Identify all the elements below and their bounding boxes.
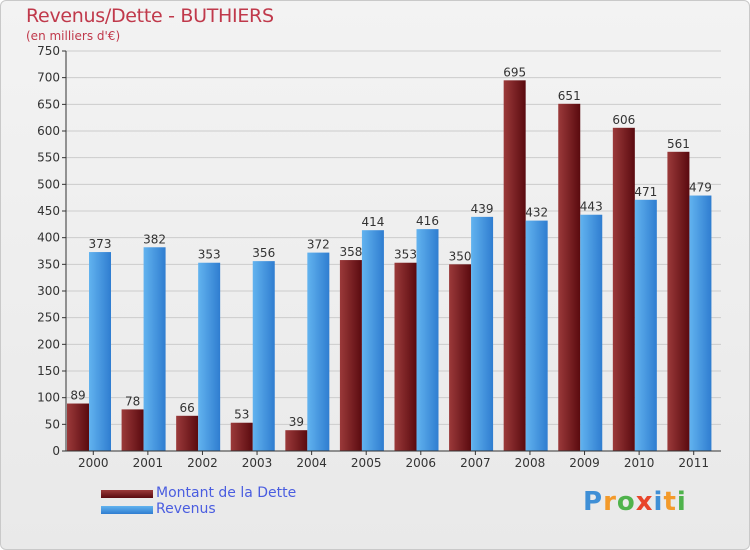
y-tick-label: 550: [37, 151, 60, 165]
data-label-debt-2009: 651: [558, 89, 581, 103]
data-label-revenue-2005: 414: [361, 215, 384, 229]
legend-label-revenue: Revenus: [156, 501, 216, 517]
y-tick-label: 150: [37, 364, 60, 378]
chart-title: Revenus/Dette - BUTHIERS: [26, 5, 274, 27]
bar-debt-2004: [285, 430, 308, 451]
y-tick-label: 350: [37, 257, 60, 271]
data-label-debt-2011: 561: [667, 137, 690, 151]
bar-debt-2009: [558, 103, 581, 452]
data-label-debt-2006: 353: [394, 248, 417, 262]
bar-revenue-2011: [689, 195, 712, 451]
data-label-revenue-2001: 382: [143, 232, 166, 246]
bar-debt-2000: [67, 403, 89, 451]
x-tick-label-2007: 2007: [460, 456, 491, 470]
y-tick-label: 700: [37, 71, 60, 85]
y-tick-label: 450: [37, 204, 60, 218]
y-tick-label: 300: [37, 284, 60, 298]
y-tick-label: 500: [37, 177, 60, 191]
data-label-revenue-2002: 353: [198, 248, 221, 262]
y-tick-label: 200: [37, 337, 60, 351]
bar-debt-2003: [230, 422, 253, 451]
legend-swatch-debt: [101, 490, 153, 498]
y-tick-label: 250: [37, 311, 60, 325]
logo-letter: r: [603, 487, 617, 517]
x-tick-label-2010: 2010: [624, 456, 655, 470]
y-tick-label: 0: [52, 444, 60, 458]
chart-subtitle: (en milliers d'€): [26, 29, 121, 43]
bar-debt-2011: [667, 151, 690, 452]
bar-revenue-2000: [89, 252, 111, 451]
data-label-revenue-2011: 479: [689, 181, 712, 195]
data-label-debt-2001: 78: [125, 394, 140, 408]
data-label-debt-2008: 695: [503, 65, 526, 79]
y-tick-label: 100: [37, 391, 60, 405]
data-label-debt-2002: 66: [180, 401, 195, 415]
x-tick-label-2006: 2006: [406, 456, 437, 470]
data-label-debt-2004: 39: [289, 415, 304, 429]
x-tick-label-2004: 2004: [296, 456, 327, 470]
x-tick-label-2011: 2011: [678, 456, 709, 470]
y-axis-ticks: 0 50 100 150 200 250 300 350 400 450 500 550 600 650 7…: [37, 44, 66, 458]
bar-revenue-2004: [307, 252, 330, 451]
data-label-debt-2010: 606: [612, 113, 635, 127]
y-tick-label: 750: [37, 44, 60, 58]
data-label-revenue-2003: 356: [252, 246, 275, 260]
logo-letter: P: [583, 487, 604, 517]
data-label-debt-2005: 358: [339, 245, 362, 259]
data-label-revenue-2007: 439: [471, 202, 494, 216]
x-tick-label-2005: 2005: [351, 456, 382, 470]
bar-revenue-2005: [361, 230, 384, 451]
bar-revenue-2009: [580, 214, 603, 451]
bar-revenue-2010: [634, 199, 657, 451]
y-tick-label: 50: [45, 417, 60, 431]
bar-debt-2007: [449, 264, 472, 451]
data-labels: 89 373 78 382 66 353 53 356 39 372 358 414 353 416 350…: [70, 65, 712, 429]
data-label-debt-2003: 53: [234, 408, 249, 422]
data-label-revenue-2004: 372: [307, 238, 330, 252]
y-tick-label: 650: [37, 97, 60, 111]
data-label-revenue-2006: 416: [416, 214, 439, 228]
bar-debt-2001: [121, 409, 144, 451]
logo-letter: t: [663, 487, 677, 517]
bar-debt-2010: [612, 127, 635, 452]
bar-revenue-2001: [143, 247, 166, 451]
bar-debt-2006: [394, 262, 417, 451]
legend-swatch-revenue: [101, 506, 153, 514]
grid-lines: [66, 50, 721, 452]
x-axis-ticks: 2000 2001 2002 2003 2004 2005 2006 2007 2008 2009…: [78, 451, 709, 470]
bar-debt-2005: [339, 260, 362, 451]
data-label-debt-2000: 89: [70, 389, 85, 403]
y-tick-label: 400: [37, 231, 60, 245]
bar-revenue-2002: [198, 262, 221, 451]
bar-revenue-2003: [252, 261, 275, 451]
logo-letter: x: [635, 487, 654, 517]
bar-revenue-2008: [525, 220, 548, 451]
x-tick-label-2001: 2001: [133, 456, 164, 470]
data-label-revenue-2000: 373: [89, 237, 112, 251]
bar-revenue-2006: [416, 229, 439, 451]
data-label-debt-2007: 350: [449, 249, 472, 263]
x-tick-label-2003: 2003: [242, 456, 273, 470]
bar-revenue-2007: [471, 216, 494, 451]
legend-label-debt: Montant de la Dette: [156, 485, 297, 501]
data-label-revenue-2009: 443: [580, 200, 603, 214]
proxiti-logo: Proxiti: [583, 487, 687, 517]
x-tick-label-2009: 2009: [569, 456, 600, 470]
x-tick-label-2008: 2008: [515, 456, 546, 470]
logo-letter: o: [616, 487, 636, 517]
x-tick-label-2002: 2002: [187, 456, 218, 470]
y-tick-label: 600: [37, 124, 60, 138]
data-label-revenue-2010: 471: [634, 185, 657, 199]
axes: [65, 51, 721, 452]
data-label-revenue-2008: 432: [525, 206, 548, 220]
bar-debt-2008: [503, 80, 526, 451]
bars: [67, 80, 712, 452]
logo-letter: i: [653, 487, 664, 517]
bar-debt-2002: [176, 415, 199, 451]
logo-letter: i: [676, 487, 687, 517]
x-tick-label-2000: 2000: [78, 456, 109, 470]
